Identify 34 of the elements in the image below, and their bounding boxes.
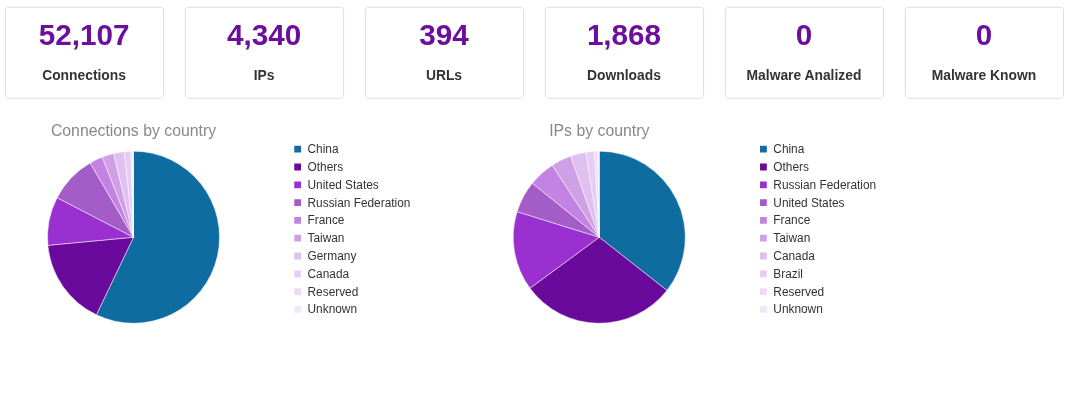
text: 1,868 — [586, 18, 662, 52]
legend-label: Reserved — [307, 284, 359, 299]
legend-label: China — [773, 142, 805, 157]
text: URLs — [425, 66, 463, 83]
text: 0 — [795, 18, 813, 52]
legend-label: Russian Federation — [307, 195, 411, 210]
legend-label: United States — [773, 195, 845, 210]
chart-title: Connections by country — [50, 122, 217, 140]
legend-label: Others — [773, 159, 809, 174]
text: 0 — [975, 18, 993, 52]
legend-label: Russian Federation — [773, 177, 877, 192]
text: Malware Known — [931, 66, 1037, 83]
legend-label: Taiwan — [773, 231, 811, 246]
legend-label: France — [773, 213, 811, 228]
text: 52,107 — [38, 18, 130, 52]
legend-label: Canada — [773, 248, 816, 263]
text: 394 — [419, 18, 470, 52]
legend-label: France — [307, 213, 345, 228]
legend-label: Unknown — [307, 302, 357, 317]
text: Malware Analized — [746, 66, 862, 83]
text: 4,340 — [226, 18, 302, 52]
legend-label: United States — [307, 177, 379, 192]
text: IPs — [253, 66, 275, 83]
legend-label: Unknown — [773, 302, 823, 317]
legend-label: Canada — [307, 266, 350, 281]
legend-label: Brazil — [773, 266, 803, 281]
legend-label: Germany — [307, 248, 357, 263]
text: Downloads — [587, 66, 662, 83]
legend-label: China — [307, 142, 339, 157]
legend-label: Taiwan — [307, 231, 345, 246]
legend-label: Reserved — [773, 284, 825, 299]
text: Connections — [42, 66, 127, 83]
chart-title: IPs by country — [549, 122, 650, 140]
legend-label: Others — [307, 159, 344, 174]
